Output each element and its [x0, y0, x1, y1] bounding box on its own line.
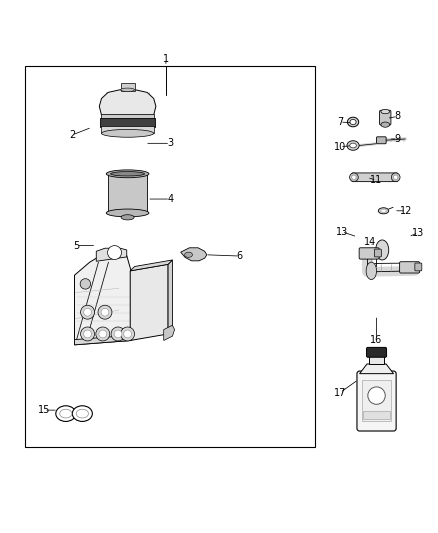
Text: 13: 13: [412, 228, 424, 238]
Circle shape: [99, 330, 107, 338]
Polygon shape: [130, 260, 173, 271]
Polygon shape: [360, 364, 393, 374]
Text: 2: 2: [69, 130, 75, 140]
Text: 7: 7: [337, 117, 343, 127]
Circle shape: [108, 246, 121, 260]
Ellipse shape: [376, 240, 389, 260]
Circle shape: [393, 175, 398, 180]
Circle shape: [81, 327, 95, 341]
Bar: [120, 83, 134, 91]
Ellipse shape: [366, 262, 377, 279]
Polygon shape: [96, 248, 127, 261]
FancyBboxPatch shape: [377, 137, 386, 144]
Bar: [362, 381, 391, 421]
Bar: [100, 118, 155, 127]
Circle shape: [84, 308, 92, 316]
FancyBboxPatch shape: [352, 173, 398, 182]
FancyBboxPatch shape: [374, 249, 381, 257]
Text: 14: 14: [364, 237, 377, 247]
Ellipse shape: [410, 263, 419, 271]
FancyBboxPatch shape: [367, 348, 387, 357]
Circle shape: [120, 327, 134, 341]
Bar: [25, 66, 315, 447]
Text: 4: 4: [167, 194, 173, 204]
Ellipse shape: [378, 208, 389, 214]
Polygon shape: [181, 248, 207, 261]
Text: 1: 1: [163, 54, 169, 64]
Ellipse shape: [347, 117, 359, 127]
FancyBboxPatch shape: [359, 248, 379, 259]
Ellipse shape: [60, 409, 72, 418]
Ellipse shape: [185, 252, 192, 257]
Polygon shape: [99, 90, 156, 115]
Ellipse shape: [121, 215, 134, 220]
Circle shape: [101, 308, 109, 316]
Text: 10: 10: [334, 142, 346, 152]
Text: 15: 15: [38, 405, 50, 415]
Text: 16: 16: [371, 335, 383, 345]
Text: 12: 12: [400, 206, 412, 216]
Text: 3: 3: [167, 139, 173, 148]
Circle shape: [98, 305, 112, 319]
FancyBboxPatch shape: [357, 371, 396, 431]
Ellipse shape: [381, 209, 386, 212]
Circle shape: [96, 327, 110, 341]
Circle shape: [81, 305, 95, 319]
Circle shape: [352, 175, 356, 180]
Circle shape: [124, 330, 131, 338]
Circle shape: [111, 327, 125, 341]
Text: 17: 17: [334, 387, 346, 398]
Ellipse shape: [347, 141, 359, 150]
Ellipse shape: [111, 172, 145, 176]
Bar: [102, 126, 154, 133]
Circle shape: [114, 330, 122, 338]
Ellipse shape: [76, 409, 88, 418]
Text: 6: 6: [237, 251, 243, 261]
Circle shape: [350, 173, 358, 182]
Ellipse shape: [72, 406, 92, 422]
FancyBboxPatch shape: [415, 263, 422, 271]
Ellipse shape: [120, 88, 134, 92]
Polygon shape: [74, 251, 131, 345]
Ellipse shape: [56, 406, 76, 422]
Ellipse shape: [381, 109, 390, 114]
Text: 8: 8: [394, 111, 400, 122]
Ellipse shape: [381, 122, 390, 127]
Polygon shape: [168, 260, 173, 334]
Polygon shape: [74, 335, 131, 345]
Bar: [102, 114, 154, 119]
Ellipse shape: [106, 209, 149, 217]
Circle shape: [84, 330, 92, 338]
Text: 9: 9: [394, 134, 400, 144]
Ellipse shape: [350, 143, 356, 148]
Circle shape: [391, 173, 400, 182]
Text: 5: 5: [73, 240, 79, 251]
FancyBboxPatch shape: [399, 262, 420, 273]
Ellipse shape: [350, 119, 356, 125]
Bar: [109, 174, 147, 213]
Text: 13: 13: [336, 227, 348, 237]
Polygon shape: [130, 264, 168, 341]
Text: 11: 11: [371, 175, 383, 185]
Circle shape: [80, 279, 91, 289]
Circle shape: [368, 387, 385, 405]
Bar: [363, 411, 390, 419]
FancyBboxPatch shape: [380, 110, 391, 125]
Ellipse shape: [106, 170, 149, 177]
Polygon shape: [164, 325, 175, 341]
Bar: [369, 356, 385, 364]
Ellipse shape: [102, 130, 154, 137]
